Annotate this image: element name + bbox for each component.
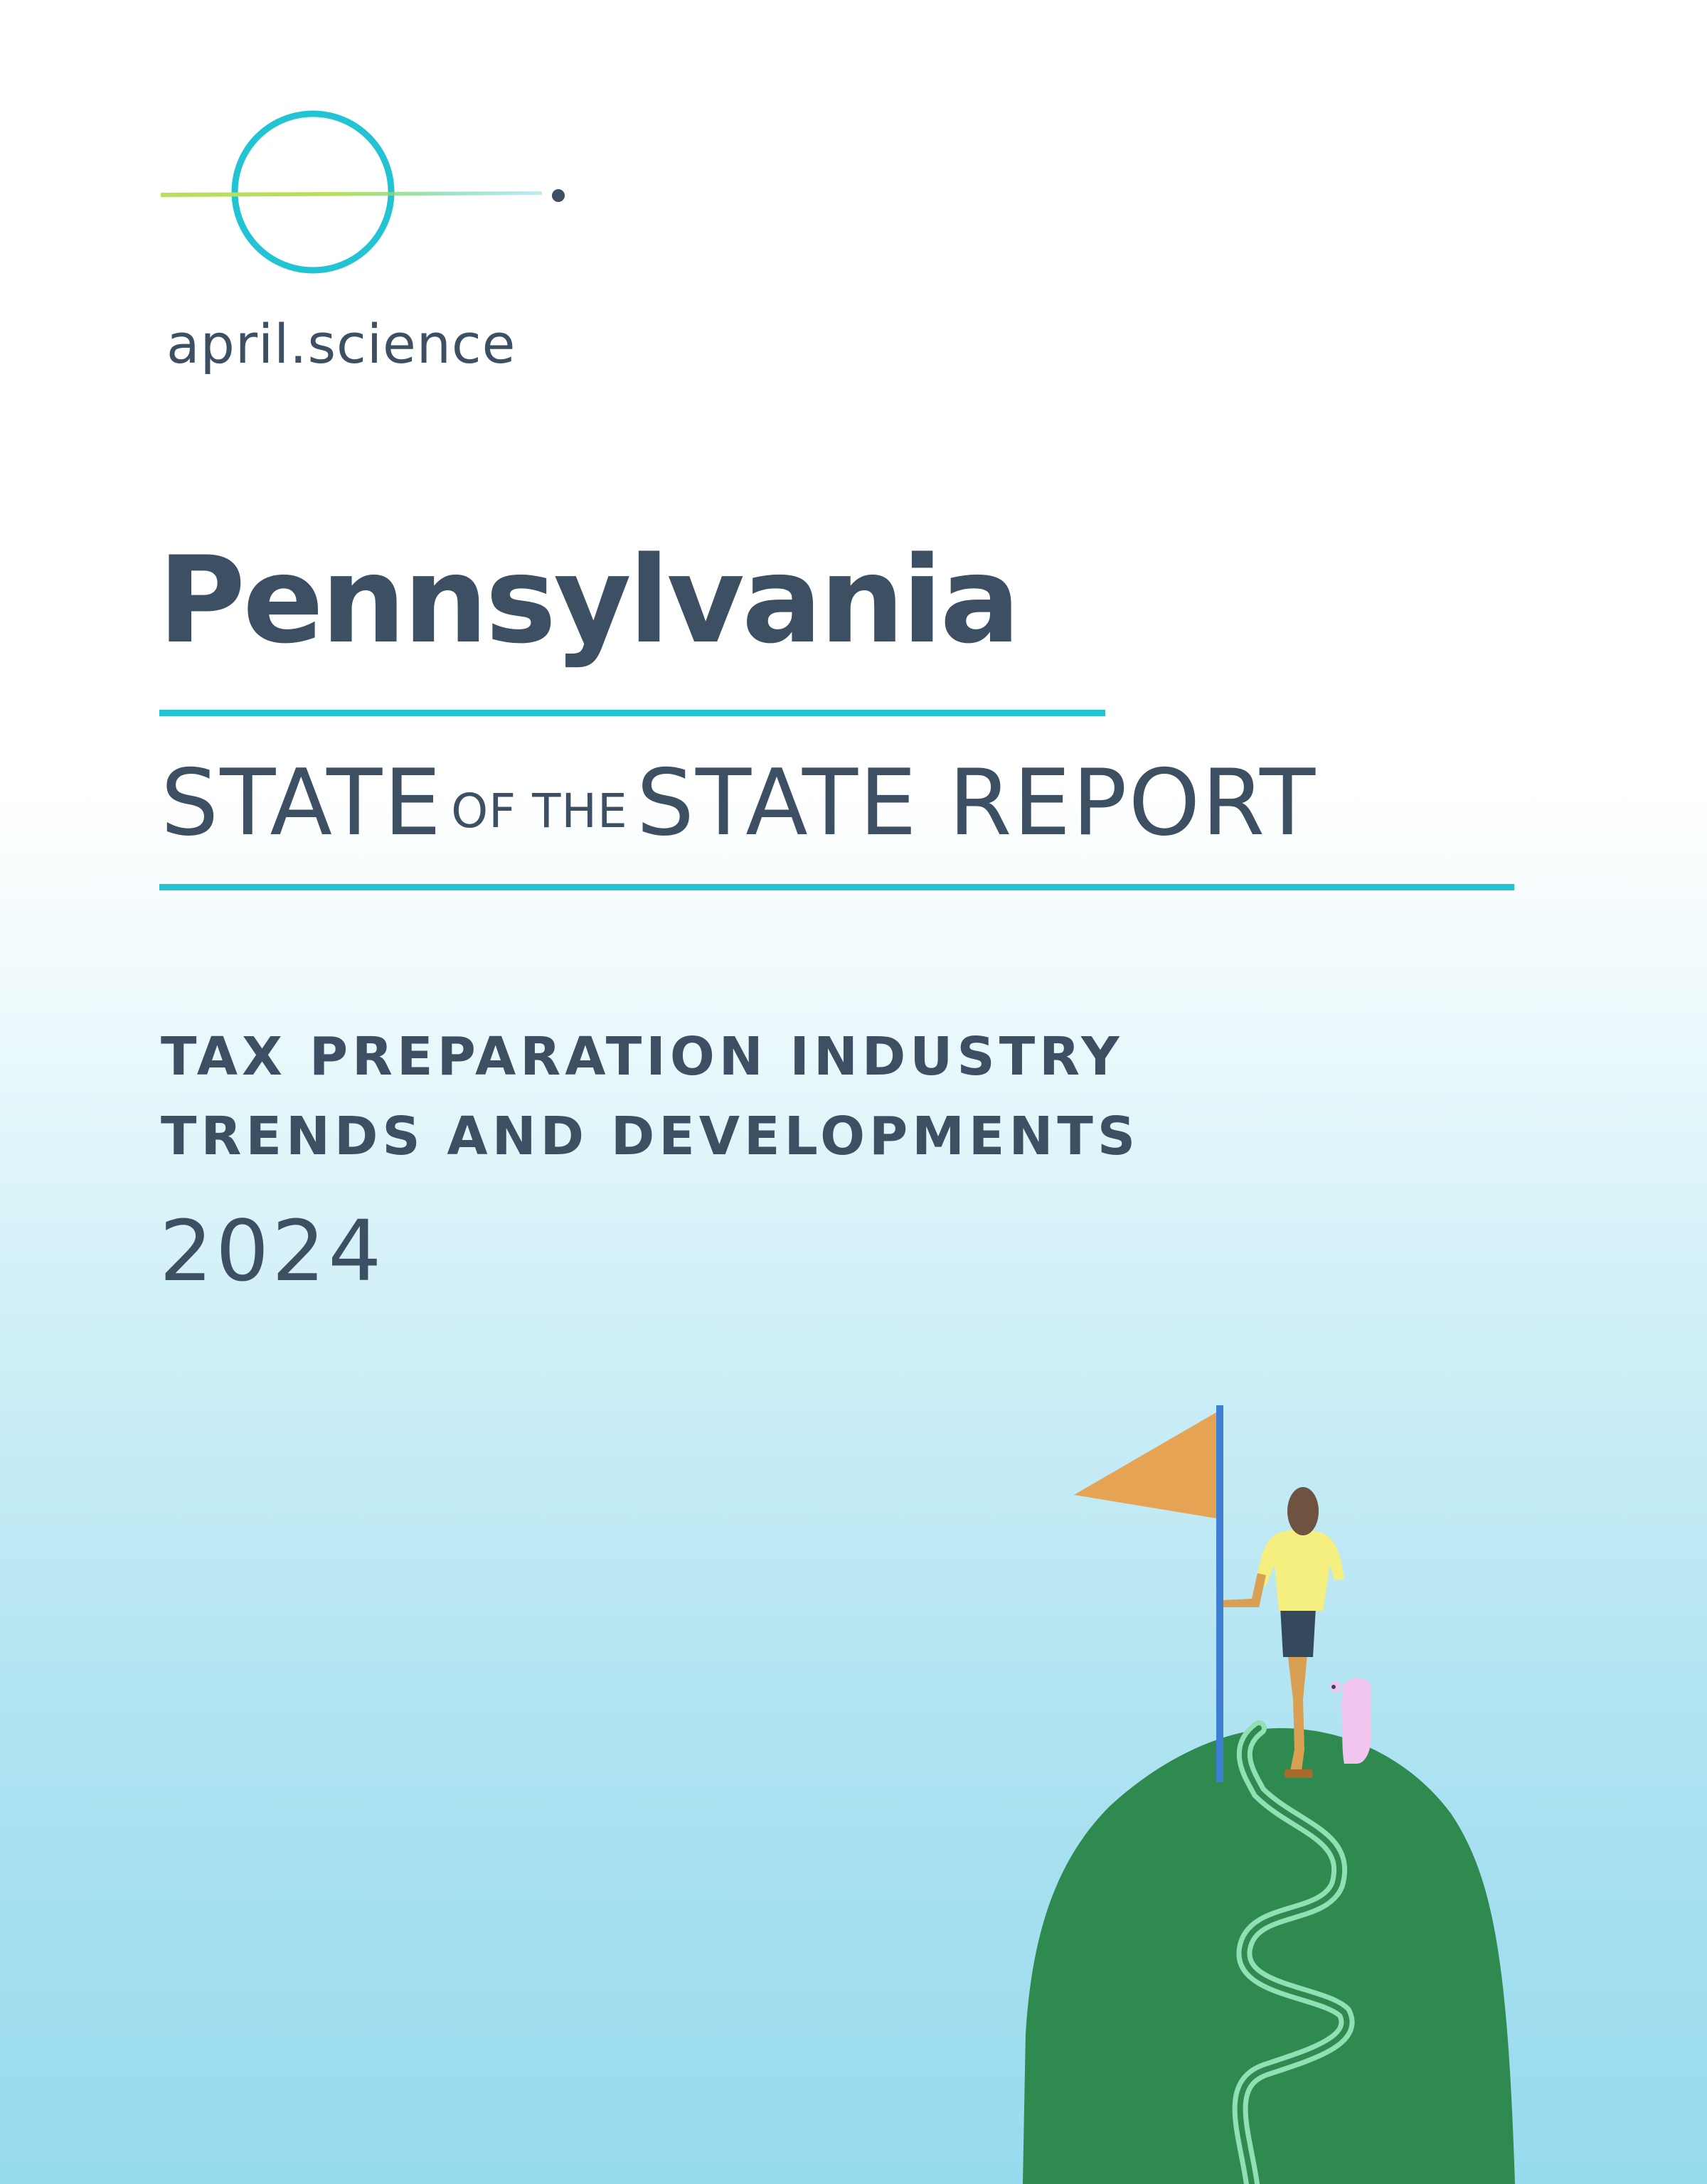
brand-name: april.science <box>166 312 516 375</box>
report-title-part1: STATE <box>161 750 443 856</box>
report-state-title: Pennsylvania <box>158 531 1021 670</box>
report-title-part2: OF THE <box>451 784 628 838</box>
bottom-divider <box>159 884 1514 890</box>
subtitle-line-2: TRENDS AND DEVELOPMENTS <box>161 1106 1140 1167</box>
hill-with-flag-and-person-icon <box>1023 1405 1515 2184</box>
report-title: STATE OF THESTATE REPORT <box>161 758 1317 849</box>
report-year: 2024 <box>159 1202 385 1300</box>
report-subtitle: TAX PREPARATION INDUSTRY TRENDS AND DEVE… <box>161 1017 1139 1176</box>
orbit-circle-logo-icon <box>161 110 565 274</box>
subtitle-line-1: TAX PREPARATION INDUSTRY <box>161 1026 1124 1087</box>
report-title-part3: STATE REPORT <box>636 750 1317 856</box>
top-divider <box>159 710 1105 716</box>
